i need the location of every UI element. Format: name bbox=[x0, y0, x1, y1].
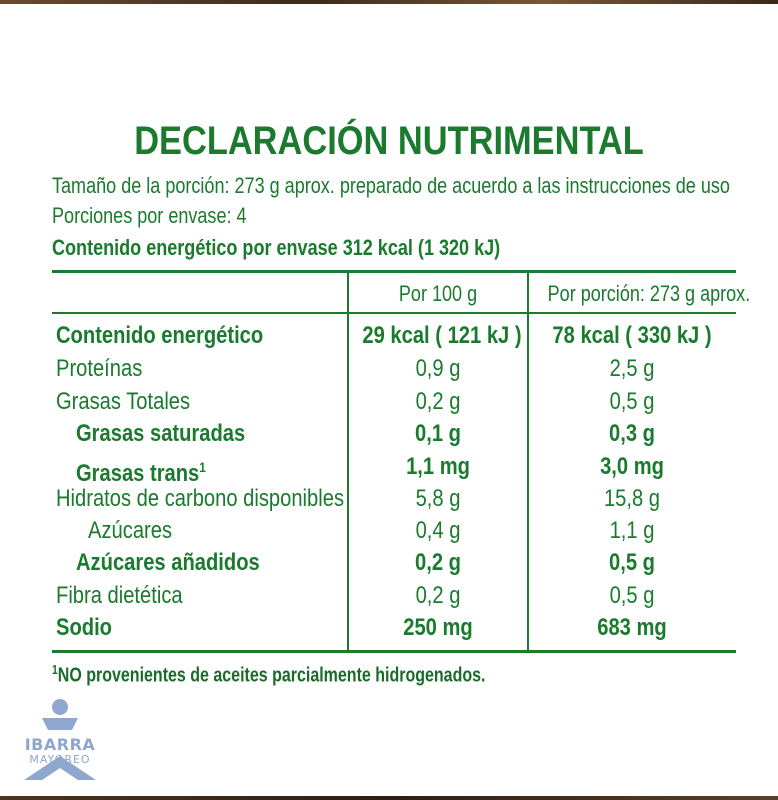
table-header-rule bbox=[52, 312, 736, 314]
value-per-100g: 1,1 mg bbox=[406, 453, 470, 480]
table-row-saturated-fat: Grasas saturadas 0,1 g 0,3 g bbox=[52, 418, 736, 450]
table-bottom-rule bbox=[52, 650, 736, 653]
table-row-trans-fat: Grasas trans1 1,1 mg 3,0 mg bbox=[52, 451, 736, 487]
table-row-energy: Contenido energético 29 kcal ( 121 kJ ) … bbox=[52, 320, 736, 352]
value-per-serving: 78 kcal ( 330 kJ ) bbox=[552, 322, 712, 349]
nutrient-label: Grasas trans1 bbox=[76, 451, 206, 490]
nutrient-label: Sodio bbox=[56, 614, 112, 641]
nutrient-label-text: Grasas trans bbox=[76, 460, 200, 487]
value-per-serving: 683 mg bbox=[597, 614, 667, 641]
value-per-serving: 2,5 g bbox=[609, 355, 655, 382]
table-top-rule bbox=[52, 270, 736, 273]
table-row-sodium: Sodio 250 mg 683 mg bbox=[52, 612, 736, 644]
table-row-added-sugars: Azúcares añadidos 0,2 g 0,5 g bbox=[52, 547, 736, 579]
energy-per-package-line: Contenido energético por envase 312 kcal… bbox=[52, 235, 501, 260]
column-header-per-100g: Por 100 g bbox=[398, 281, 478, 306]
value-per-serving: 0,3 g bbox=[609, 420, 655, 447]
value-per-100g: 0,2 g bbox=[415, 388, 461, 415]
ibarra-logo-icon bbox=[24, 699, 96, 780]
value-per-100g: 0,2 g bbox=[415, 549, 461, 576]
table-row-protein: Proteínas 0,9 g 2,5 g bbox=[52, 353, 736, 385]
value-per-100g: 0,1 g bbox=[415, 420, 461, 447]
value-per-serving: 0,5 g bbox=[609, 388, 655, 415]
nutrient-label: Fibra dietética bbox=[56, 582, 183, 609]
watermark-subbrand: MAYOREO bbox=[29, 753, 91, 766]
serving-size-line: Tamaño de la porción: 273 g aprox. prepa… bbox=[52, 173, 730, 198]
photo-edge-top bbox=[0, 0, 778, 4]
nutrient-label: Hidratos de carbono disponibles bbox=[56, 485, 345, 512]
value-per-100g: 250 mg bbox=[403, 614, 473, 641]
servings-per-package-line: Porciones por envase: 4 bbox=[52, 203, 247, 228]
table-row-total-fat: Grasas Totales 0,2 g 0,5 g bbox=[52, 386, 736, 418]
value-per-serving: 1,1 g bbox=[609, 517, 655, 544]
value-per-serving: 15,8 g bbox=[603, 485, 661, 512]
nutrient-label: Proteínas bbox=[56, 355, 143, 382]
value-per-100g: 0,2 g bbox=[415, 582, 461, 609]
value-per-100g: 5,8 g bbox=[415, 485, 461, 512]
footnote-text: NO provenientes de aceites parcialmente … bbox=[57, 664, 486, 687]
footnote-mark: 1 bbox=[52, 662, 58, 677]
nutrient-label: Azúcares añadidos bbox=[76, 549, 260, 576]
footnote-reference: 1 bbox=[199, 459, 206, 475]
value-per-100g: 0,9 g bbox=[415, 355, 461, 382]
value-per-serving: 3,0 mg bbox=[600, 453, 664, 480]
label-title: DECLARACIÓN NUTRIMENTAL bbox=[134, 119, 644, 163]
nutrient-label: Contenido energético bbox=[56, 322, 264, 349]
value-per-serving: 0,5 g bbox=[609, 582, 655, 609]
nutrient-label: Grasas Totales bbox=[56, 388, 191, 415]
footnote: 1NO provenientes de aceites parcialmente… bbox=[52, 657, 485, 689]
photo-edge-bottom bbox=[0, 796, 778, 800]
watermark-brand: IBARRA bbox=[24, 735, 96, 754]
value-per-100g: 0,4 g bbox=[415, 517, 461, 544]
value-per-100g: 29 kcal ( 121 kJ ) bbox=[362, 322, 522, 349]
table-row-carbohydrates: Hidratos de carbono disponibles 5,8 g 15… bbox=[52, 483, 736, 515]
column-divider-1 bbox=[347, 270, 349, 651]
value-per-serving: 0,5 g bbox=[609, 549, 655, 576]
column-header-per-serving: Por porción: 273 g aprox. bbox=[547, 281, 751, 306]
column-divider-2 bbox=[527, 270, 529, 651]
nutrient-label: Grasas saturadas bbox=[76, 420, 246, 447]
nutrient-label: Azúcares bbox=[88, 517, 173, 544]
table-row-fiber: Fibra dietética 0,2 g 0,5 g bbox=[52, 580, 736, 612]
table-row-sugars: Azúcares 0,4 g 1,1 g bbox=[52, 515, 736, 547]
